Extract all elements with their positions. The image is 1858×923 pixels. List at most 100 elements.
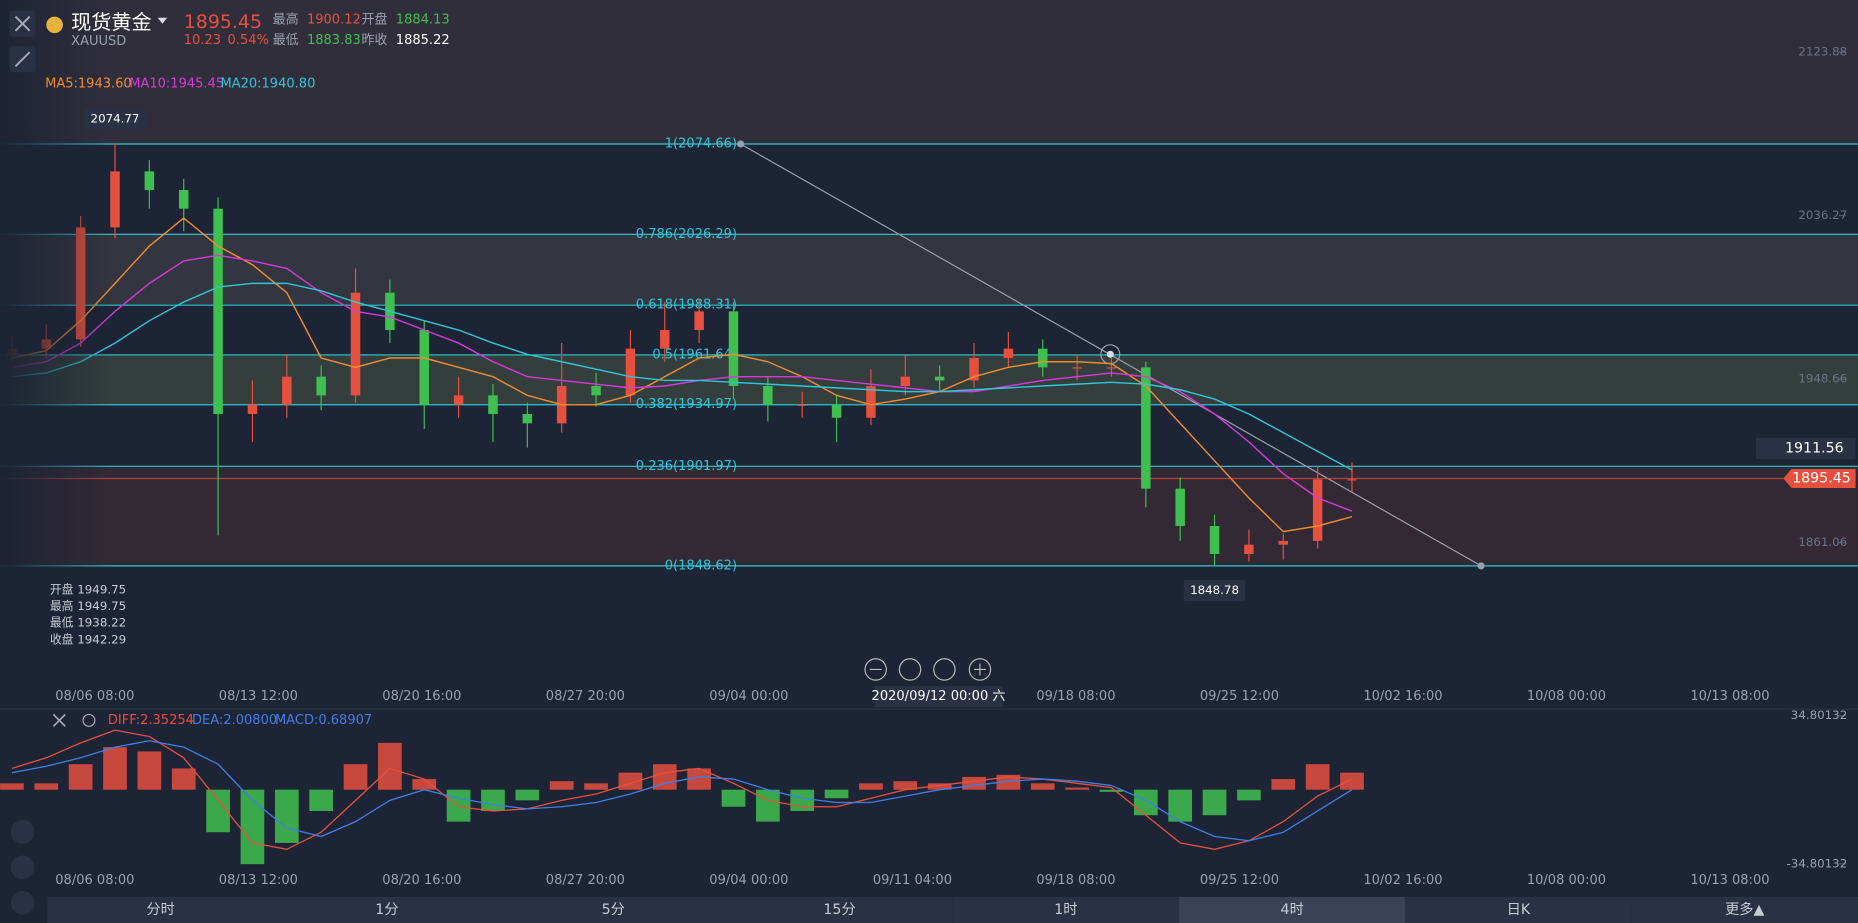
value: 1883.83 [307, 33, 361, 48]
macd-bar [1065, 787, 1089, 790]
y-tick-label: -34.80132 [1787, 856, 1848, 870]
high-marker: 2074.77 [91, 111, 140, 125]
change: 10.23 [184, 33, 221, 48]
tab[interactable] [726, 896, 953, 923]
value: 1884.13 [396, 13, 450, 28]
high-marker-box [84, 108, 146, 130]
y-tick-label: 1948.66 [1798, 372, 1847, 386]
tab[interactable] [500, 896, 727, 923]
x-tick-label: 10/02 16:00 [1363, 689, 1442, 704]
x-tick-label: 08/20 16:00 [382, 873, 461, 888]
macd-bar [652, 764, 677, 790]
x-tick-label: 10/02 16:00 [1363, 873, 1442, 888]
value: 1885.22 [396, 33, 450, 48]
tab-label: 分时 [146, 901, 174, 918]
macd-settings[interactable] [82, 713, 96, 727]
x-tick-label: 09/04 00:00 [709, 689, 788, 704]
ma-legend: MA5:1943.60 [45, 77, 132, 92]
macd-bar [549, 781, 574, 790]
macd-bar [790, 789, 815, 811]
draw-icon [14, 51, 31, 68]
tab-label: 1时 [1054, 901, 1077, 918]
macd-bar [824, 789, 849, 799]
macd-bar [1168, 789, 1193, 822]
low-marker-box [1183, 579, 1246, 602]
close-icon [14, 15, 31, 32]
close-macd[interactable] [52, 713, 66, 727]
macd-bar [206, 789, 230, 833]
macd-legend: MACD:0.68907 [275, 713, 372, 728]
ohlc-info: 收盘 1942.29 [50, 632, 126, 646]
zoom-out[interactable] [864, 658, 887, 681]
macd-bar [68, 764, 93, 790]
label: 开盘 [361, 12, 387, 28]
tab-label: 1分 [375, 901, 398, 918]
fade [0, 0, 1858, 664]
tab[interactable] [1405, 896, 1632, 923]
x-tick-label: 08/06 08:00 [55, 873, 134, 888]
macd-bar [756, 789, 780, 822]
y-tick-label: 34.80132 [1791, 708, 1847, 722]
macd-bar [240, 789, 265, 865]
macd-bar [1030, 783, 1055, 790]
x-tick-label: 09/25 12:00 [1200, 689, 1279, 704]
crosshair-label: 2020/09/12 00:00 六 [872, 689, 1006, 704]
zoom-in[interactable] [968, 658, 992, 681]
macd-bar [343, 764, 368, 790]
tab-label: 15分 [823, 901, 855, 918]
tab[interactable] [952, 896, 1180, 923]
last-price: 1895.45 [184, 11, 262, 33]
label: 最低 [273, 33, 299, 48]
tab-label: 更多▲ [1725, 901, 1764, 918]
macd-bar [1237, 789, 1261, 801]
macd-line [11, 740, 1353, 842]
x-tick-label: 08/06 08:00 [55, 689, 134, 704]
x-tick-label: 08/13 12:00 [219, 873, 298, 888]
side-tool[interactable] [10, 819, 35, 844]
macd-bar [687, 768, 711, 790]
alert-box [1756, 437, 1856, 460]
macd-bar [721, 789, 746, 807]
divider [0, 708, 1858, 710]
zoom-controls [864, 658, 992, 681]
y-tick-label: 1861.06 [1798, 535, 1847, 549]
zoom-glyphs [869, 663, 986, 676]
tab[interactable] [1179, 896, 1406, 923]
x-tick-label: 10/08 00:00 [1527, 689, 1606, 704]
side-tool[interactable] [10, 891, 35, 915]
macd-bar [515, 789, 540, 801]
first[interactable] [898, 658, 922, 681]
tab[interactable] [47, 896, 274, 923]
ma-legend: MA20:1940.80 [220, 77, 315, 92]
x-tick-label: 09/18 08:00 [1036, 873, 1115, 888]
price-tag-label: 1895.45 [1792, 470, 1851, 486]
macd-bar [1202, 789, 1227, 816]
last[interactable] [933, 658, 956, 681]
macd-bar [1305, 764, 1330, 790]
price-tag [1783, 469, 1856, 488]
value: 1900.12 [307, 13, 361, 28]
macd-bar [859, 783, 883, 790]
dropdown[interactable] [157, 17, 168, 24]
symbol-code: XAUUSD [71, 34, 126, 49]
macd-legend: DIFF:2.35254 [108, 713, 194, 728]
tab[interactable] [273, 896, 501, 923]
x-tick-label: 08/20 16:00 [382, 689, 461, 704]
tab[interactable] [1631, 896, 1858, 923]
macd-bar [103, 747, 127, 790]
tab-label: 4时 [1281, 901, 1304, 918]
macd-bar [1099, 789, 1124, 792]
macd-bar [274, 789, 299, 843]
crosshair-box [874, 686, 1003, 708]
x-tick-label: 09/11 04:00 [873, 873, 952, 888]
tab-label: 日K [1507, 902, 1531, 918]
side-tool[interactable] [10, 855, 35, 880]
symbol-name: 现货黄金 [71, 10, 151, 34]
macd-bar [893, 781, 918, 790]
macd-bar [412, 779, 437, 790]
alert-label: 1911.56 [1785, 440, 1844, 456]
macd-bar [996, 774, 1021, 790]
macd-bar [927, 783, 952, 790]
